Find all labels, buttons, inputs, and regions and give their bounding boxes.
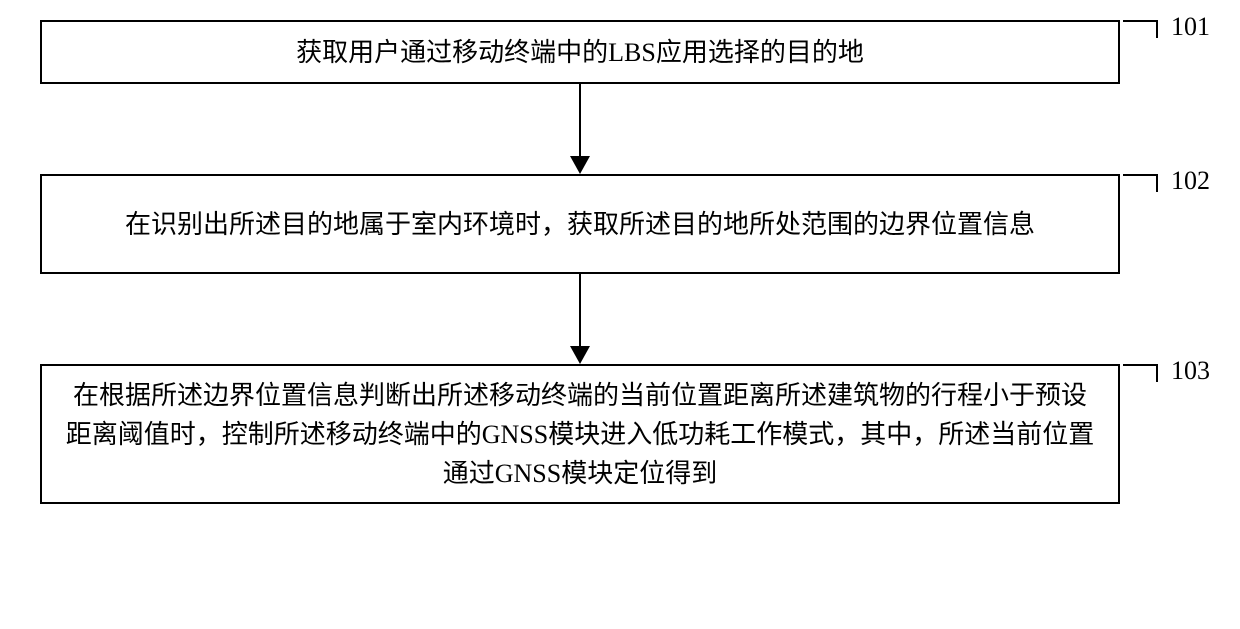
arrow-2-3: [40, 274, 1120, 364]
label-connector: [1123, 20, 1158, 38]
arrow-line: [579, 84, 581, 159]
step-text-2: 在识别出所述目的地属于室内环境时，获取所述目的地所处范围的边界位置信息: [125, 205, 1035, 244]
step-text-1: 获取用户通过移动终端中的LBS应用选择的目的地: [296, 33, 864, 72]
arrow-head-icon: [570, 346, 590, 364]
label-connector: [1123, 174, 1158, 192]
step-box-1: 获取用户通过移动终端中的LBS应用选择的目的地: [40, 20, 1120, 84]
flowchart-container: 101 获取用户通过移动终端中的LBS应用选择的目的地 102 在识别出所述目的…: [40, 20, 1200, 504]
flowchart-step-2: 102 在识别出所述目的地属于室内环境时，获取所述目的地所处范围的边界位置信息: [40, 174, 1200, 274]
label-connector: [1123, 364, 1158, 382]
step-label-1: 101: [1171, 12, 1210, 42]
step-box-3: 在根据所述边界位置信息判断出所述移动终端的当前位置距离所述建筑物的行程小于预设距…: [40, 364, 1120, 504]
step-label-3: 103: [1171, 356, 1210, 386]
flowchart-step-3: 103 在根据所述边界位置信息判断出所述移动终端的当前位置距离所述建筑物的行程小…: [40, 364, 1200, 504]
step-text-3: 在根据所述边界位置信息判断出所述移动终端的当前位置距离所述建筑物的行程小于预设距…: [62, 376, 1098, 493]
step-box-2: 在识别出所述目的地属于室内环境时，获取所述目的地所处范围的边界位置信息: [40, 174, 1120, 274]
arrow-head-icon: [570, 156, 590, 174]
arrow-line: [579, 274, 581, 349]
arrow-1-2: [40, 84, 1120, 174]
step-label-2: 102: [1171, 166, 1210, 196]
flowchart-step-1: 101 获取用户通过移动终端中的LBS应用选择的目的地: [40, 20, 1200, 84]
